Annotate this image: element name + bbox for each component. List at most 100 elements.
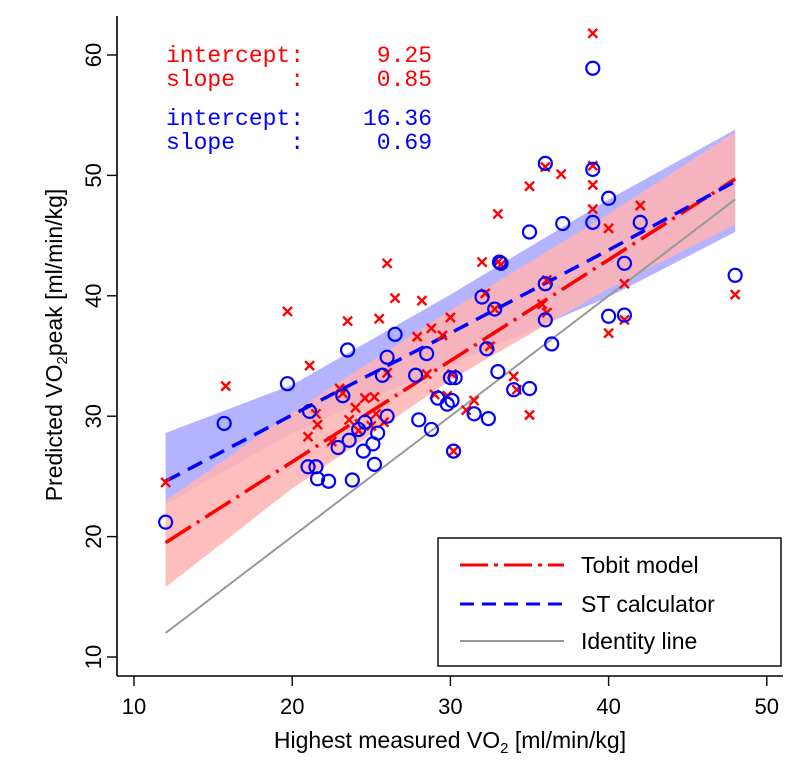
tobit-model-point xyxy=(389,292,401,304)
st-calculator-point xyxy=(279,376,296,392)
st-calculator-point xyxy=(366,456,383,472)
legend: Tobit model ST calculator Identity line xyxy=(437,537,782,667)
st-calculator-point xyxy=(479,341,495,357)
legend-box xyxy=(437,537,782,667)
x-tick-label: 40 xyxy=(596,694,620,719)
x-tick-label: 20 xyxy=(280,694,304,719)
y-axis-title: Predicted VO2peak [ml/min/kg] xyxy=(41,189,71,502)
st-calculator-point xyxy=(616,255,633,271)
tobit-model-point xyxy=(555,168,567,180)
legend-label-tobit: Tobit model xyxy=(581,552,699,578)
st-calculator-point xyxy=(506,382,522,398)
tobit-model-point xyxy=(603,223,614,234)
st-calculator-point xyxy=(521,380,538,397)
y-ticks: 10 20 30 40 50 60 xyxy=(81,43,117,669)
st-calculator-point xyxy=(445,443,462,459)
st-calculator-point xyxy=(419,345,435,362)
tobit-model-point xyxy=(587,27,599,39)
y-tick-label: 40 xyxy=(81,284,106,308)
data-points xyxy=(158,27,743,530)
tobit-model-point xyxy=(508,371,520,382)
legend-label-st: ST calculator xyxy=(581,591,715,617)
st-calculator-point xyxy=(521,224,538,240)
st-calculator-point xyxy=(339,342,356,358)
st-calculator-point xyxy=(466,406,482,422)
st-calculator-point xyxy=(379,349,395,365)
identity-line-line xyxy=(165,198,736,634)
x-tick-label: 50 xyxy=(755,694,779,719)
tobit-model-point xyxy=(160,477,171,488)
tobit-model-point xyxy=(634,200,646,211)
tobit-model-point xyxy=(460,404,472,416)
tobit-model-point xyxy=(524,180,535,192)
tobit-model-point xyxy=(468,395,480,406)
tobit-model-point xyxy=(416,295,428,306)
st-calculator-point xyxy=(158,514,174,530)
tobit-model-point xyxy=(369,391,380,403)
tobit-intercept-annotation: intercept: 9.25 xyxy=(166,43,432,69)
x-tick-label: 10 xyxy=(122,694,146,719)
y-tick-label: 30 xyxy=(81,404,106,428)
tobit-model-point xyxy=(603,327,614,339)
st-calculator-point xyxy=(474,289,490,305)
tobit-model-point xyxy=(587,179,599,191)
st-slope-annotation: slope :0.69 xyxy=(166,130,432,156)
y-tick-label: 60 xyxy=(81,43,106,67)
x-axis-title: Highest measured VO2 [ml/min/kg] xyxy=(274,727,626,757)
tobit-model-point xyxy=(350,402,361,414)
y-tick-label: 10 xyxy=(81,645,106,669)
st-calculator-point xyxy=(537,155,553,171)
st-calculator-point xyxy=(357,414,373,430)
tobit-model-line xyxy=(164,177,737,545)
st-calculator-point xyxy=(370,425,386,441)
st-calculator-point xyxy=(216,415,232,432)
st-calculator-point xyxy=(537,312,553,328)
st-calculator-point xyxy=(632,214,648,230)
st-calculator-point xyxy=(600,308,617,324)
st-calculator-point xyxy=(330,439,346,456)
st-calculator-point xyxy=(537,276,553,292)
tobit-model-point xyxy=(619,278,630,290)
st-calculator-point xyxy=(727,267,743,283)
st-calculator-point xyxy=(600,190,617,206)
tobit-model-point xyxy=(282,306,293,317)
st-calculator-point xyxy=(487,301,503,317)
x-ticks: 10 20 30 40 50 xyxy=(122,676,779,719)
legend-label-identity: Identity line xyxy=(581,628,697,654)
tobit-model-point xyxy=(524,409,535,421)
tobit-model-point xyxy=(536,298,548,310)
tobit-model-point xyxy=(381,257,393,269)
st-calculator-point xyxy=(341,432,357,448)
tobit-model-point xyxy=(587,203,599,215)
y-tick-label: 20 xyxy=(81,524,106,548)
tobit-model-point xyxy=(489,303,501,315)
x-tick-label: 30 xyxy=(438,694,462,719)
st-calculator-point xyxy=(490,364,506,380)
fit-lines xyxy=(164,177,737,634)
st-calculator-point xyxy=(444,392,460,409)
st-calculator-point xyxy=(387,326,403,342)
tobit-slope-annotation: slope :0.85 xyxy=(166,67,432,93)
tobit-model-point xyxy=(373,313,385,325)
st-calculator-point xyxy=(585,60,601,76)
st-calculator-point xyxy=(379,408,395,424)
st-calculator-point xyxy=(309,471,326,487)
tobit-model-point xyxy=(411,331,423,343)
st-calculator-point xyxy=(374,367,390,383)
tobit-model-point xyxy=(220,380,232,392)
st-calculator-point xyxy=(544,336,560,352)
st-calculator-point xyxy=(320,473,337,489)
st-calculator-point xyxy=(302,403,318,419)
tobit-model-point xyxy=(312,419,323,430)
st-calculator-point xyxy=(355,443,371,459)
tobit-model-point xyxy=(437,330,448,341)
tobit-model-point xyxy=(492,208,504,220)
regression-annotations: intercept: 9.25 slope :0.85 intercept: 16.… xyxy=(166,43,432,156)
tobit-model-point xyxy=(426,322,437,334)
st-calculator-point xyxy=(423,421,440,438)
st-calculator-point xyxy=(585,161,601,177)
st-calculator-point xyxy=(585,214,601,230)
tobit-model-point xyxy=(343,414,355,426)
st-calculator-point xyxy=(480,411,496,427)
